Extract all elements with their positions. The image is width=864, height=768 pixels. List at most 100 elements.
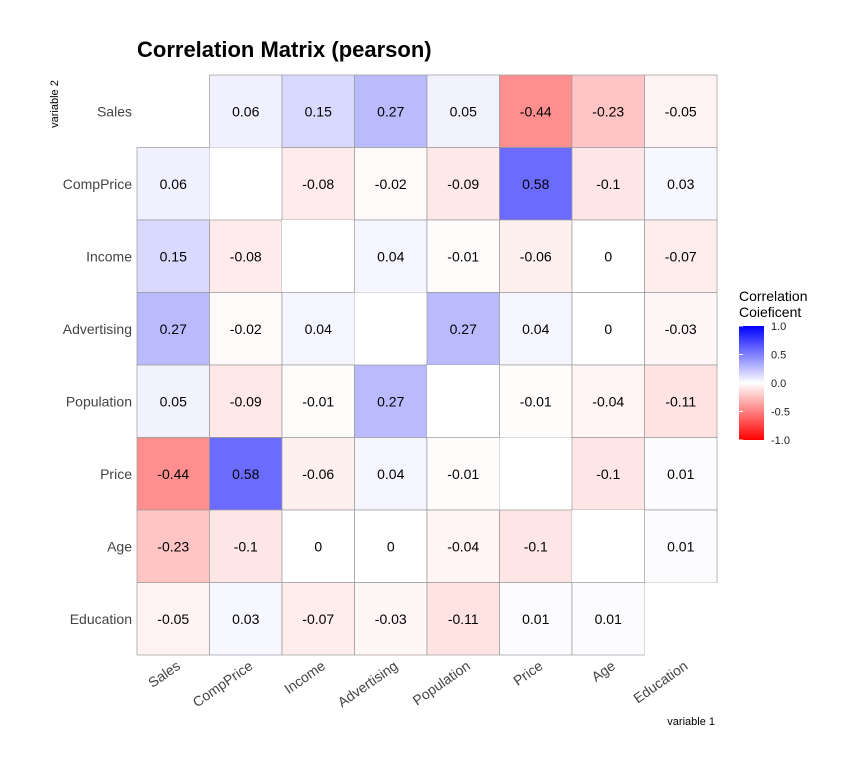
x-tick-label: Sales bbox=[145, 657, 183, 690]
cell-value-label: 0.27 bbox=[450, 321, 477, 337]
heatmap-cell bbox=[354, 437, 428, 511]
heatmap-cell bbox=[426, 437, 500, 511]
cell-value-label: 0.03 bbox=[667, 176, 694, 192]
cell-value-label: 0.27 bbox=[377, 103, 404, 119]
heatmap-cell bbox=[354, 582, 428, 656]
cell-value-label: 0 bbox=[387, 538, 395, 554]
cell-value-label: -0.02 bbox=[230, 321, 262, 337]
heatmap-cell bbox=[209, 582, 283, 656]
cell-value-label: -0.06 bbox=[302, 466, 334, 482]
cell-value-label: -0.1 bbox=[524, 538, 548, 554]
heatmap-cell bbox=[499, 74, 573, 148]
cell-value-label: -0.08 bbox=[302, 176, 334, 192]
cell-value-label: -0.44 bbox=[157, 466, 189, 482]
cell-value-label: -0.01 bbox=[520, 393, 552, 409]
heatmap-cell bbox=[644, 437, 718, 511]
cell-value-label: -0.06 bbox=[520, 248, 552, 264]
y-tick-label: Education bbox=[70, 611, 132, 627]
heatmap-cell bbox=[209, 219, 283, 293]
heatmap-cell bbox=[426, 219, 500, 293]
heatmap-cell bbox=[572, 510, 645, 583]
heatmap-cell bbox=[499, 437, 572, 510]
legend-tick-label: 0.0 bbox=[771, 378, 786, 390]
cell-value-label: -0.01 bbox=[447, 248, 479, 264]
heatmap-cell bbox=[644, 509, 718, 583]
legend-title-line1: Correlation bbox=[739, 288, 807, 304]
cell-value-label: 0.05 bbox=[160, 393, 187, 409]
heatmap-cell bbox=[571, 219, 645, 293]
x-axis-tick-labels: Sales CompPrice Income Advertising Populatio… bbox=[145, 657, 690, 710]
heatmap-cell bbox=[209, 437, 283, 511]
cell-value-label: 0.04 bbox=[377, 466, 404, 482]
cell-value-label: 0.04 bbox=[522, 321, 549, 337]
cell-value-label: 0.04 bbox=[305, 321, 332, 337]
cell-value-label: 0.04 bbox=[377, 248, 404, 264]
heatmap-cells bbox=[136, 74, 718, 656]
legend-color-bar bbox=[739, 326, 764, 440]
cell-value-label: 0.58 bbox=[232, 466, 259, 482]
heatmap-cell bbox=[281, 74, 355, 148]
legend-tick-label: 1.0 bbox=[771, 321, 786, 333]
heatmap-cell bbox=[499, 582, 573, 656]
x-tick-label: Education bbox=[630, 657, 690, 706]
heatmap-cell bbox=[426, 292, 500, 366]
cell-value-label: -0.23 bbox=[592, 103, 624, 119]
heatmap-cell bbox=[136, 147, 210, 221]
cell-value-label: -0.1 bbox=[596, 466, 620, 482]
cell-value-label: -0.03 bbox=[665, 321, 697, 337]
heatmap-cell bbox=[354, 219, 428, 293]
cell-value-label: -0.09 bbox=[447, 176, 479, 192]
legend-tick-label: 0.5 bbox=[771, 350, 786, 362]
color-legend: Correlation Coieficent 1.0 0.5 0.0 -0.5 -1.0 bbox=[739, 288, 807, 447]
heatmap-cell bbox=[426, 74, 500, 148]
y-tick-label: Price bbox=[100, 466, 132, 482]
cell-value-label: -0.23 bbox=[157, 538, 189, 554]
heatmap-cell bbox=[354, 74, 428, 148]
cell-value-label: -0.07 bbox=[302, 611, 334, 627]
y-tick-label: Sales bbox=[97, 103, 132, 119]
x-tick-label: CompPrice bbox=[190, 657, 256, 710]
cell-value-label: 0.27 bbox=[377, 393, 404, 409]
heatmap-cell bbox=[499, 147, 573, 221]
y-axis-title: variable 2 bbox=[49, 80, 61, 128]
heatmap-cell bbox=[426, 582, 500, 656]
y-tick-label: Advertising bbox=[63, 321, 132, 337]
heatmap-cell bbox=[644, 292, 718, 366]
cell-value-label: -0.07 bbox=[665, 248, 697, 264]
heatmap-cell bbox=[281, 509, 355, 583]
cell-value-label: -0.11 bbox=[665, 393, 696, 409]
cell-value-label: -0.04 bbox=[447, 538, 479, 554]
cell-value-label: -0.05 bbox=[665, 103, 697, 119]
heatmap-cell bbox=[354, 292, 427, 365]
cell-value-label: 0.15 bbox=[305, 103, 332, 119]
heatmap-cell bbox=[136, 437, 210, 511]
cell-value-label: 0.27 bbox=[160, 321, 187, 337]
cell-value-label: 0.03 bbox=[232, 611, 259, 627]
cell-value-label: -0.08 bbox=[230, 248, 262, 264]
cell-value-label: -0.03 bbox=[375, 611, 407, 627]
cell-value-label: 0.01 bbox=[667, 538, 694, 554]
x-axis-title: variable 1 bbox=[667, 716, 715, 728]
heatmap-cell bbox=[209, 74, 283, 148]
heatmap-cell bbox=[136, 582, 210, 656]
cell-value-label: -0.1 bbox=[234, 538, 258, 554]
y-tick-label: Income bbox=[86, 248, 132, 264]
y-tick-label: Population bbox=[66, 393, 132, 409]
heatmap-cell bbox=[571, 147, 645, 221]
legend-tick-label: -1.0 bbox=[771, 435, 790, 447]
y-tick-label: Age bbox=[107, 538, 132, 554]
legend-tick-label: -0.5 bbox=[771, 407, 790, 419]
heatmap-cell bbox=[281, 437, 355, 511]
cell-value-label: 0.58 bbox=[522, 176, 549, 192]
heatmap-cell bbox=[644, 582, 717, 655]
heatmap-cell bbox=[136, 292, 210, 366]
cell-value-label: -0.01 bbox=[302, 393, 334, 409]
cell-value-label: 0 bbox=[314, 538, 322, 554]
cell-value-label: -0.01 bbox=[447, 466, 479, 482]
heatmap-cell bbox=[499, 509, 573, 583]
heatmap-cell bbox=[427, 365, 500, 438]
heatmap-cell bbox=[137, 75, 210, 148]
heatmap-cell bbox=[571, 74, 645, 148]
cell-value-label: 0.05 bbox=[450, 103, 477, 119]
x-tick-label: Price bbox=[510, 657, 545, 689]
